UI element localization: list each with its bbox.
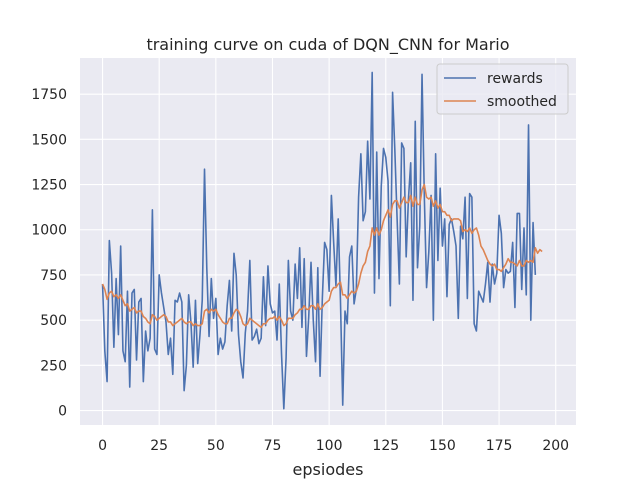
legend-label-smoothed: smoothed — [487, 94, 557, 110]
y-tick-label: 1250 — [31, 178, 67, 194]
legend: rewards smoothed — [436, 63, 569, 115]
x-tick-label: 125 — [372, 438, 399, 454]
series-line-smoothed — [101, 183, 543, 329]
y-tick-label: 0 — [58, 404, 67, 420]
y-tick-label: 1000 — [31, 223, 67, 239]
plot-background — [80, 58, 576, 425]
x-tick-label: 75 — [264, 438, 282, 454]
chart-title: training curve on cuda of DQN_CNN for Ma… — [146, 35, 509, 55]
x-tick-label: 0 — [98, 438, 107, 454]
x-tick-label: 175 — [486, 438, 513, 454]
legend-label-rewards: rewards — [487, 71, 543, 87]
x-tick-label: 200 — [542, 438, 569, 454]
y-tick-label: 250 — [40, 358, 67, 374]
y-tick-label: 750 — [40, 268, 67, 284]
y-tick-label: 500 — [40, 313, 67, 329]
series-layer — [101, 71, 543, 410]
y-tick-label: 1750 — [31, 87, 67, 103]
y-tick-label: 1500 — [31, 132, 67, 148]
grid — [80, 58, 576, 425]
x-tick-label: 25 — [150, 438, 168, 454]
y-tick-labels: 0 250 500 750 1000 1250 1500 1750 — [31, 87, 67, 419]
x-tick-label: 50 — [207, 438, 225, 454]
x-axis-label: epsiodes — [293, 460, 364, 479]
x-tick-label: 100 — [316, 438, 343, 454]
x-tick-labels: 0 25 50 75 100 125 150 175 200 — [98, 438, 569, 454]
x-tick-label: 150 — [429, 438, 456, 454]
